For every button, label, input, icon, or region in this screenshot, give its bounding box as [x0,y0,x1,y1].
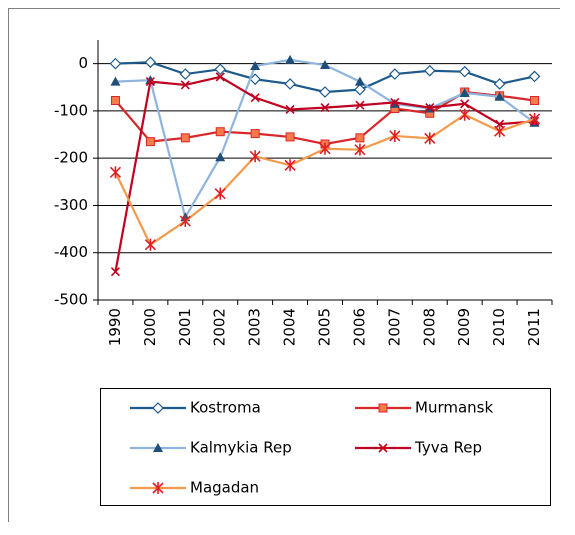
point-marker [494,125,506,138]
x-tick-label: 1990 [106,308,124,346]
point-marker [528,70,541,83]
point-marker [249,150,261,163]
point-marker [459,87,470,97]
series-line [114,113,535,247]
y-tick-label: -300 [54,196,88,214]
point-marker [495,119,505,129]
point-marker [320,60,330,70]
x-tick-label: 2000 [141,308,159,346]
y-tick-label: -200 [54,149,88,167]
point-marker [144,238,156,251]
point-marker [109,166,122,179]
legend-marker [152,402,164,414]
x-tick-label: 2002 [211,308,229,346]
point-marker [319,142,331,155]
point-marker [285,54,296,64]
point-marker [354,76,365,86]
x-tick-label: 2007 [385,308,403,346]
point-marker [355,100,365,110]
point-marker [110,267,121,277]
point-marker [459,108,471,121]
point-marker [389,129,401,142]
point-marker [109,57,122,70]
point-marker [425,103,435,113]
legend-marker [152,482,164,494]
legend-label: Kalmykia Rep [190,439,292,457]
point-marker [354,83,366,96]
point-marker [145,77,155,87]
point-marker [388,68,401,80]
point-marker [179,215,191,228]
x-tick-label: 2004 [281,308,299,346]
y-tick-label: -100 [54,101,88,119]
point-marker [214,187,226,200]
y-tick-label: 0 [78,54,88,72]
y-tick-label: -500 [54,291,88,309]
point-marker [355,133,365,143]
point-marker [285,104,295,115]
point-marker [460,99,470,109]
point-marker [250,61,261,70]
point-marker [530,96,540,106]
point-marker [390,97,400,107]
point-marker [214,63,227,76]
x-tick-label: 2001 [176,308,194,346]
point-marker [179,68,192,80]
y-tick-label: -400 [54,243,88,261]
point-marker [528,112,541,125]
x-tick-label: 2005 [316,308,334,346]
series-line [114,75,535,272]
legend-box [100,388,551,506]
point-marker [145,137,155,147]
legend-marker [378,403,388,413]
point-marker [180,80,190,90]
x-tick-label: 2008 [420,308,438,346]
legend-marker [378,443,388,453]
point-marker [110,76,121,86]
point-marker [215,72,225,82]
point-marker [423,64,436,77]
point-marker [250,129,260,139]
point-marker [319,86,331,98]
x-tick-label: 2011 [525,308,543,346]
point-marker [320,103,330,113]
legend-label: Kostroma [190,399,261,417]
point-marker [284,78,296,90]
x-tick-label: 2006 [350,308,368,346]
point-marker [285,132,295,142]
point-marker [215,127,225,137]
legend-label: Magadan [190,479,259,497]
point-marker [215,152,226,162]
x-tick-label: 2009 [455,308,473,346]
point-marker [493,78,506,90]
point-marker [494,91,505,101]
legend-label: Murmansk [415,399,493,417]
point-marker [180,133,190,143]
point-marker [284,159,296,172]
point-marker [110,96,120,106]
point-marker [424,132,436,145]
frame [8,8,560,522]
x-tick-label: 2010 [490,308,508,346]
point-marker [250,93,260,103]
x-tick-label: 2003 [246,308,264,346]
legend-marker [153,443,163,452]
legend-label: Tyva Rep [414,439,482,457]
point-marker [354,143,366,156]
point-marker [144,56,157,69]
point-marker [458,65,471,78]
